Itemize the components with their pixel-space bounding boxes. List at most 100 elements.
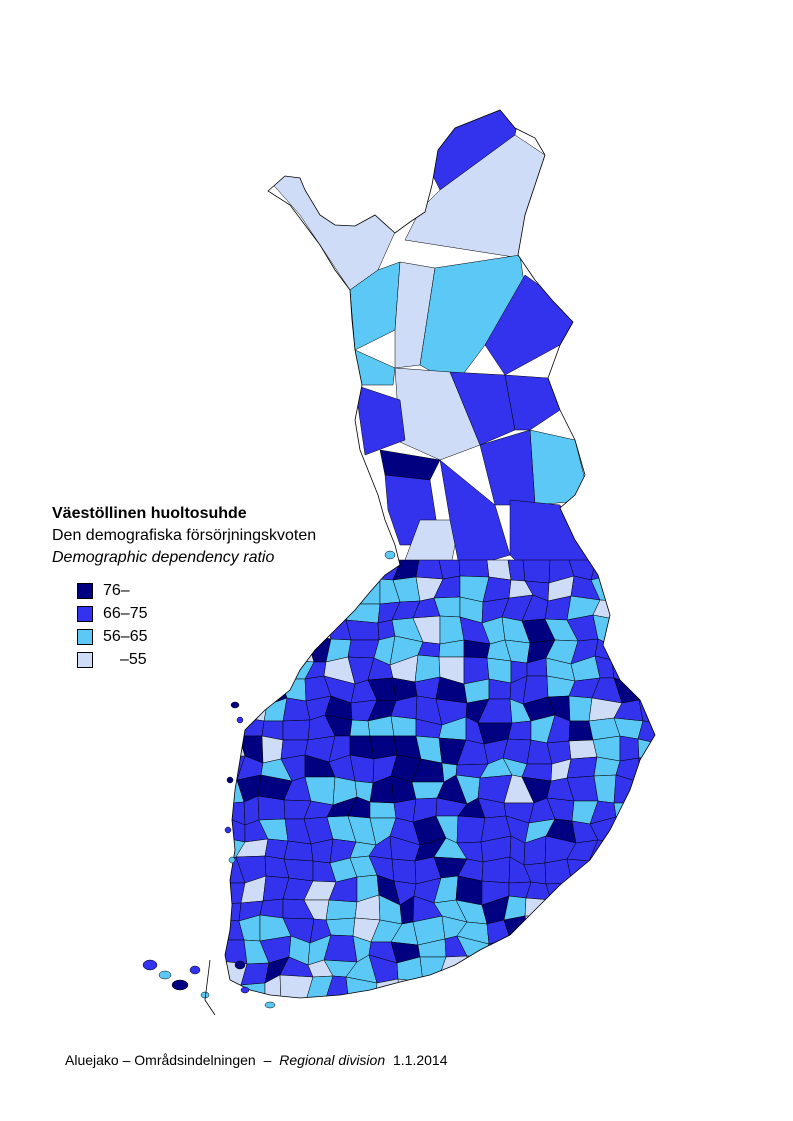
municipality-region (348, 576, 381, 605)
municipality-region (369, 801, 397, 819)
municipality-region (654, 820, 655, 844)
municipality-region (610, 1002, 640, 1020)
legend-item: 76– (77, 579, 316, 602)
municipality-region (239, 695, 268, 722)
legend-item: –55 (77, 648, 316, 671)
municipality-region (524, 897, 555, 918)
footer-region-label-en: Regional division (279, 1052, 386, 1068)
municipality-region (435, 1000, 467, 1020)
municipality-region (225, 902, 242, 922)
legend-title: Väestöllinen huoltosuhde (52, 505, 247, 522)
island (226, 776, 234, 784)
municipality-region (566, 756, 598, 779)
municipality-region (569, 897, 593, 921)
municipality-region (543, 936, 572, 965)
municipality-region (656, 722, 682, 743)
municipality-region (634, 1002, 664, 1020)
municipality-region (417, 1000, 440, 1020)
island (189, 965, 201, 975)
municipality-region (568, 739, 598, 760)
municipality-region (505, 938, 532, 963)
municipality-region (631, 916, 655, 941)
legend-swatch-56-65 (77, 628, 93, 645)
municipality-region (464, 955, 490, 985)
municipality-region (635, 875, 655, 903)
municipality-region (304, 997, 336, 998)
municipality-region (588, 880, 617, 904)
municipality-region (637, 595, 655, 623)
municipality-region (524, 975, 552, 998)
municipality-region (279, 974, 314, 998)
municipality-region (525, 936, 548, 965)
municipality-region (619, 735, 640, 762)
municipality-region (375, 997, 401, 998)
island (230, 701, 240, 709)
island (142, 959, 158, 971)
legend-label: 56–65 (103, 627, 148, 645)
municipality-region (638, 617, 655, 644)
island (228, 856, 236, 864)
municipality-region (591, 919, 622, 939)
municipality-region (571, 880, 594, 904)
municipality-region (399, 1003, 419, 1020)
municipality-region (631, 957, 655, 985)
municipality-region (347, 994, 380, 998)
municipality-region (636, 559, 655, 586)
municipality-region (659, 643, 682, 658)
municipality-region (634, 641, 655, 660)
municipality-region (615, 841, 644, 860)
island (224, 826, 232, 834)
finland-outline (224, 109, 656, 999)
municipality-region (610, 978, 641, 998)
municipality-region (613, 802, 642, 818)
municipality-region (543, 961, 574, 985)
municipality-region (611, 881, 640, 903)
island (171, 979, 189, 991)
municipality-region (325, 917, 356, 937)
municipality-region (522, 559, 551, 584)
municipality-region (615, 815, 639, 843)
island (158, 970, 172, 980)
municipality-region (638, 781, 655, 804)
municipality-region (660, 560, 682, 585)
municipality-region (566, 935, 596, 966)
footer-region-label: Aluejako – Områdsindelningen (65, 1052, 256, 1068)
municipality-region (259, 169, 396, 291)
map-legend: Väestöllinen huoltosuhde Den demografisk… (52, 503, 316, 671)
municipality-region (459, 994, 489, 998)
municipality-region (259, 898, 284, 919)
municipality-region (633, 682, 655, 701)
municipality-region (508, 975, 532, 998)
municipality-region (282, 719, 311, 741)
municipality-region (610, 574, 639, 602)
municipality-region (345, 619, 380, 641)
municipality-region (654, 800, 655, 823)
island (264, 1001, 276, 1009)
island (234, 960, 246, 970)
municipality-region (325, 994, 349, 998)
municipality-region (505, 954, 527, 983)
municipality-region (637, 738, 655, 759)
municipality-region (347, 639, 380, 659)
municipality-region (662, 778, 682, 802)
municipality-region (397, 978, 424, 998)
municipality-region (568, 695, 593, 722)
municipality-region (523, 995, 556, 998)
municipality-region (547, 1000, 569, 1020)
municipality-region (660, 655, 682, 683)
municipality-region (237, 995, 266, 998)
municipality-region (664, 940, 682, 961)
municipality-region (654, 681, 655, 701)
island (384, 550, 396, 560)
municipality-region (225, 984, 243, 998)
municipality-region (590, 559, 613, 581)
municipality-region (394, 261, 436, 369)
municipality-region (325, 899, 358, 921)
municipality-region (610, 617, 642, 646)
municipality-region (566, 858, 594, 884)
municipality-region (664, 958, 682, 984)
municipality-region (654, 982, 655, 998)
municipality-region (662, 578, 682, 604)
municipality-region (661, 916, 682, 943)
municipality-region (568, 978, 598, 998)
